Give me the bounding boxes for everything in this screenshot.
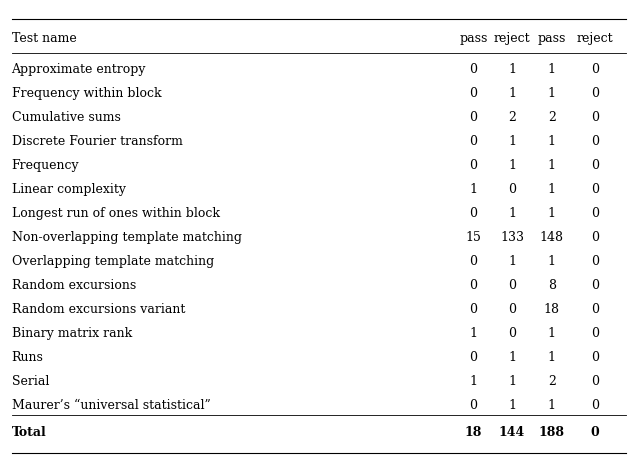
Text: 2: 2	[508, 111, 516, 124]
Text: 0: 0	[470, 63, 477, 76]
Text: 0: 0	[591, 279, 599, 292]
Text: 1: 1	[548, 255, 556, 268]
Text: pass: pass	[460, 32, 488, 45]
Text: 188: 188	[539, 426, 564, 439]
Text: Frequency within block: Frequency within block	[12, 87, 161, 100]
Text: 1: 1	[548, 63, 556, 76]
Text: Approximate entropy: Approximate entropy	[12, 63, 146, 76]
Text: Random excursions variant: Random excursions variant	[12, 303, 185, 317]
Text: Discrete Fourier transform: Discrete Fourier transform	[12, 135, 182, 148]
Text: 1: 1	[508, 255, 516, 268]
Text: 1: 1	[548, 135, 556, 148]
Text: 0: 0	[470, 111, 477, 124]
Text: QRNG: QRNG	[553, 470, 594, 471]
Text: 1: 1	[508, 159, 516, 172]
Text: 148: 148	[540, 231, 564, 244]
Text: 15: 15	[466, 231, 481, 244]
Text: reject: reject	[577, 32, 614, 45]
Text: 0: 0	[508, 183, 516, 196]
Text: 0: 0	[470, 87, 477, 100]
Text: 0: 0	[591, 87, 599, 100]
Text: 1: 1	[508, 399, 516, 413]
Text: 0: 0	[508, 279, 516, 292]
Text: 1: 1	[508, 207, 516, 220]
Text: reject: reject	[493, 32, 531, 45]
Text: 0: 0	[591, 351, 599, 365]
Text: Cumulative sums: Cumulative sums	[12, 111, 120, 124]
Text: 0: 0	[591, 375, 599, 389]
Text: 1: 1	[508, 87, 516, 100]
Text: 0: 0	[508, 327, 516, 341]
Text: 1: 1	[470, 327, 477, 341]
Text: 1: 1	[548, 183, 556, 196]
Text: 1: 1	[508, 63, 516, 76]
Text: 1: 1	[470, 375, 477, 389]
Text: Serial: Serial	[12, 375, 49, 389]
Text: 0: 0	[591, 399, 599, 413]
Text: 133: 133	[500, 231, 524, 244]
Text: 0: 0	[591, 183, 599, 196]
Text: Random excursions: Random excursions	[12, 279, 136, 292]
Text: Test name: Test name	[12, 32, 76, 45]
Text: 0: 0	[591, 426, 600, 439]
Text: 1: 1	[508, 375, 516, 389]
Text: 0: 0	[591, 255, 599, 268]
Text: Total: Total	[12, 426, 46, 439]
Text: 0: 0	[591, 207, 599, 220]
Text: 1: 1	[548, 87, 556, 100]
Text: 18: 18	[543, 303, 559, 317]
Text: 0: 0	[591, 111, 599, 124]
Text: 0: 0	[470, 135, 477, 148]
Text: 0: 0	[470, 279, 477, 292]
Text: Frequency: Frequency	[12, 159, 79, 172]
Text: Maurer’s “universal statistical”: Maurer’s “universal statistical”	[12, 399, 211, 413]
Text: 0: 0	[591, 63, 599, 76]
Text: 1: 1	[470, 183, 477, 196]
Text: 8: 8	[548, 279, 556, 292]
Text: Non-overlapping template matching: Non-overlapping template matching	[12, 231, 241, 244]
Text: 0: 0	[591, 327, 599, 341]
Text: Runs: Runs	[12, 351, 44, 365]
Text: B-QRNG: B-QRNG	[465, 470, 520, 471]
Text: 2: 2	[548, 375, 556, 389]
Text: 1: 1	[548, 399, 556, 413]
Text: 0: 0	[470, 351, 477, 365]
Text: pass: pass	[538, 32, 566, 45]
Text: 0: 0	[591, 303, 599, 317]
Text: 0: 0	[470, 207, 477, 220]
Text: 0: 0	[470, 303, 477, 317]
Text: Binary matrix rank: Binary matrix rank	[12, 327, 132, 341]
Text: 2: 2	[548, 111, 556, 124]
Text: Overlapping template matching: Overlapping template matching	[12, 255, 214, 268]
Text: Linear complexity: Linear complexity	[12, 183, 125, 196]
Text: 1: 1	[548, 327, 556, 341]
Text: Longest run of ones within block: Longest run of ones within block	[12, 207, 220, 220]
Text: 0: 0	[470, 399, 477, 413]
Text: 144: 144	[499, 426, 525, 439]
Text: 0: 0	[591, 135, 599, 148]
Text: 1: 1	[508, 351, 516, 365]
Text: 0: 0	[591, 231, 599, 244]
Text: 0: 0	[508, 303, 516, 317]
Text: 0: 0	[591, 159, 599, 172]
Text: 1: 1	[548, 351, 556, 365]
Text: 0: 0	[470, 159, 477, 172]
Text: 18: 18	[465, 426, 483, 439]
Text: 0: 0	[470, 255, 477, 268]
Text: 1: 1	[508, 135, 516, 148]
Text: 1: 1	[548, 207, 556, 220]
Text: 1: 1	[548, 159, 556, 172]
